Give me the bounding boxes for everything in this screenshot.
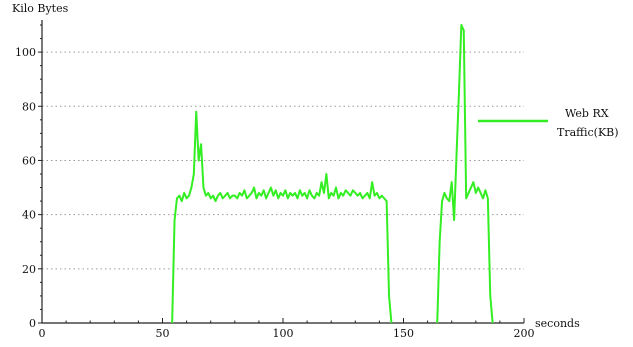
y-tick-label-100: 100 (15, 46, 36, 59)
x-tick-label-50: 50 (156, 327, 170, 340)
y-tick-label-20: 20 (22, 263, 36, 276)
x-tick-label-200: 200 (514, 327, 535, 340)
x-tick-label-100: 100 (273, 327, 294, 340)
axes (38, 20, 525, 324)
series-line-0 (171, 24, 494, 324)
y-tick-label-40: 40 (22, 209, 36, 222)
legend: Web RX Traffic(KB) (478, 107, 619, 139)
tick-labels: 0 20 40 60 80 100 0 50 100 150 200 (15, 46, 535, 340)
series-lines (171, 24, 494, 324)
legend-label-line-2: Traffic(KB) (557, 126, 619, 139)
y-tick-label-60: 60 (22, 154, 36, 167)
y-tick-label-0: 0 (29, 317, 36, 330)
y-axis-title: Kilo Bytes (12, 2, 69, 15)
x-tick-label-0: 0 (39, 327, 46, 340)
y-tick-label-80: 80 (22, 100, 36, 113)
gridlines (42, 51, 524, 270)
legend-label-line-1: Web RX (565, 107, 609, 120)
x-axis-title: seconds (535, 317, 580, 330)
x-tick-label-150: 150 (393, 327, 414, 340)
